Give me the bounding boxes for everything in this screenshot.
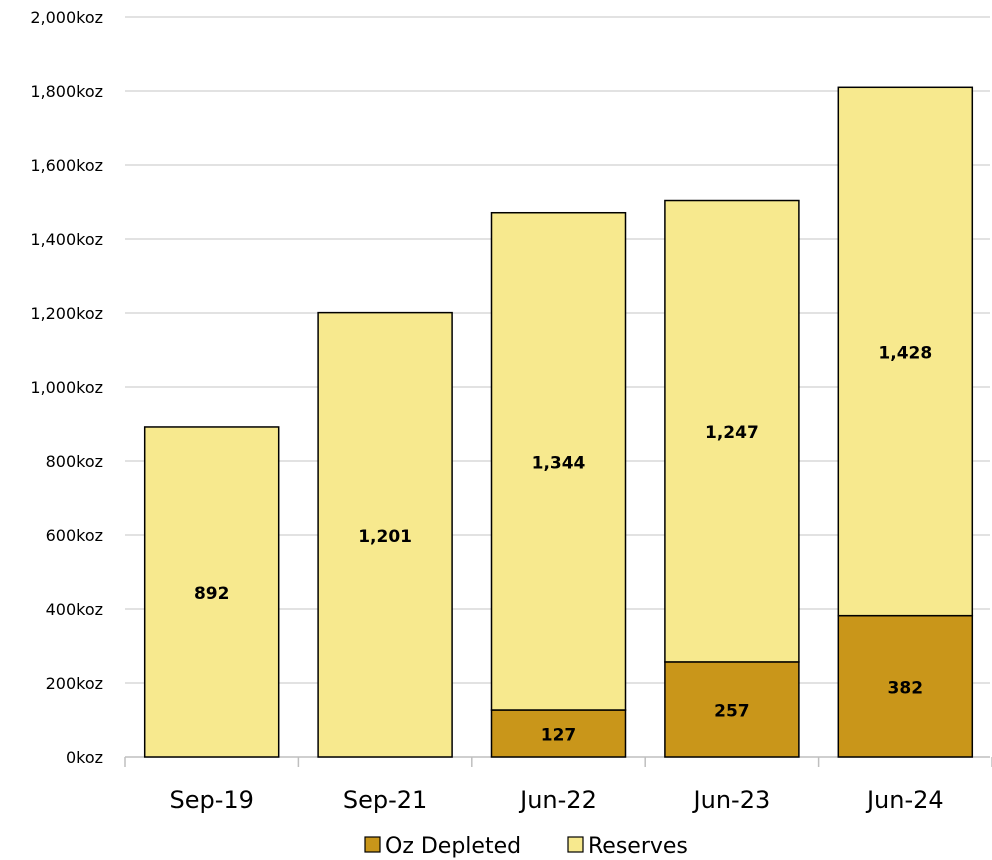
bar-reserves-jun-23	[664, 199, 800, 663]
bar-oz-depleted-jun-23	[664, 661, 800, 758]
y-tick-label: 0koz	[66, 748, 103, 767]
y-tick-label: 1,200koz	[30, 304, 103, 323]
bar-reserves-sep-21	[317, 311, 453, 758]
y-tick-label: 2,000koz	[30, 8, 103, 27]
y-tick-label: 600koz	[46, 526, 103, 545]
data-label: 1,344	[532, 453, 586, 473]
legend-item: Oz Depleted	[364, 834, 521, 859]
data-label: 257	[714, 701, 750, 721]
bar-reserves-jun-24	[837, 86, 974, 617]
bar-reserves-sep-19	[143, 426, 280, 758]
x-tick-label: Jun-22	[518, 786, 597, 814]
data-label: 892	[194, 584, 230, 604]
y-tick-label: 1,800koz	[30, 82, 103, 101]
data-label: 1,247	[705, 423, 759, 443]
y-tick-label: 1,000koz	[30, 378, 103, 397]
bar-reserves-jun-22	[490, 211, 627, 711]
legend-label: Oz Depleted	[385, 834, 521, 859]
data-label: 1,201	[358, 527, 412, 547]
data-label: 127	[541, 726, 577, 746]
legend-swatch	[567, 836, 584, 853]
legend-item: Reserves	[567, 834, 688, 859]
y-tick-label: 400koz	[46, 600, 103, 619]
data-label: 1,428	[878, 343, 932, 363]
x-tick-label: Jun-24	[865, 786, 944, 814]
y-tick-label: 200koz	[46, 674, 103, 693]
data-label: 382	[888, 678, 924, 698]
y-tick-label: 1,600koz	[30, 156, 103, 175]
legend-label: Reserves	[588, 834, 688, 859]
y-tick-label: 800koz	[46, 452, 103, 471]
x-tick-label: Sep-19	[169, 786, 253, 814]
y-tick-label: 1,400koz	[30, 230, 103, 249]
bar-oz-depleted-jun-24	[837, 614, 974, 758]
bar-oz-depleted-jun-22	[490, 709, 627, 758]
x-tick-label: Jun-23	[692, 786, 771, 814]
legend-swatch	[364, 836, 381, 853]
x-tick-label: Sep-21	[343, 786, 427, 814]
